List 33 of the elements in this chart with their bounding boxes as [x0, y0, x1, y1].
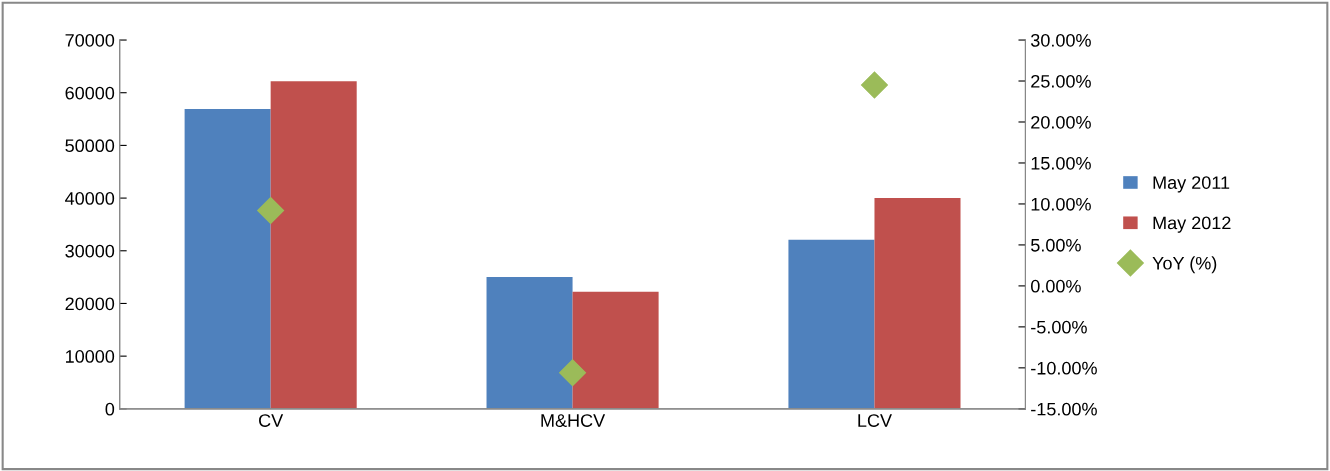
y-tick-label: 60000	[65, 86, 115, 100]
y2-tick-label: -15.00%	[1031, 402, 1097, 416]
y2-tick-label: 0.00%	[1031, 279, 1081, 293]
y2-tick-label: -5.00%	[1031, 320, 1087, 334]
bar	[184, 109, 271, 409]
y2-tick-label: 5.00%	[1031, 238, 1081, 252]
bar	[788, 239, 875, 409]
y-tick-label: 70000	[65, 33, 115, 47]
bar	[874, 198, 961, 409]
x-tick-label: CV	[259, 414, 284, 427]
y2-tick-label: 30.00%	[1030, 33, 1091, 47]
bar	[572, 291, 659, 409]
x-tick-label: LCV	[858, 414, 892, 427]
y-tick-label: 20000	[65, 297, 115, 311]
y2-tick-label: 10.00%	[1031, 197, 1091, 211]
legend-label: May 2012	[1153, 216, 1231, 233]
bar	[486, 277, 573, 409]
y2-tick-label: -10.00%	[1031, 361, 1097, 375]
legend-label: May 2011	[1153, 176, 1230, 193]
point	[861, 71, 888, 99]
point	[559, 359, 587, 387]
y-tick-label: 10000	[66, 350, 115, 363]
y-tick-label: 30000	[65, 244, 115, 258]
y2-tick-label: 25.00%	[1031, 74, 1091, 88]
y-tick-label: 0	[105, 402, 115, 416]
y-tick-label: 50000	[65, 139, 115, 153]
legend-label: YoY (%)	[1152, 256, 1217, 274]
y-tick-label: 40000	[65, 192, 115, 205]
y2-tick-label: 20.00%	[1031, 115, 1091, 129]
bar	[270, 81, 357, 409]
x-tick-label: M&HCV	[541, 414, 606, 427]
y2-tick-label: 15.00%	[1031, 156, 1091, 170]
point	[257, 197, 285, 224]
